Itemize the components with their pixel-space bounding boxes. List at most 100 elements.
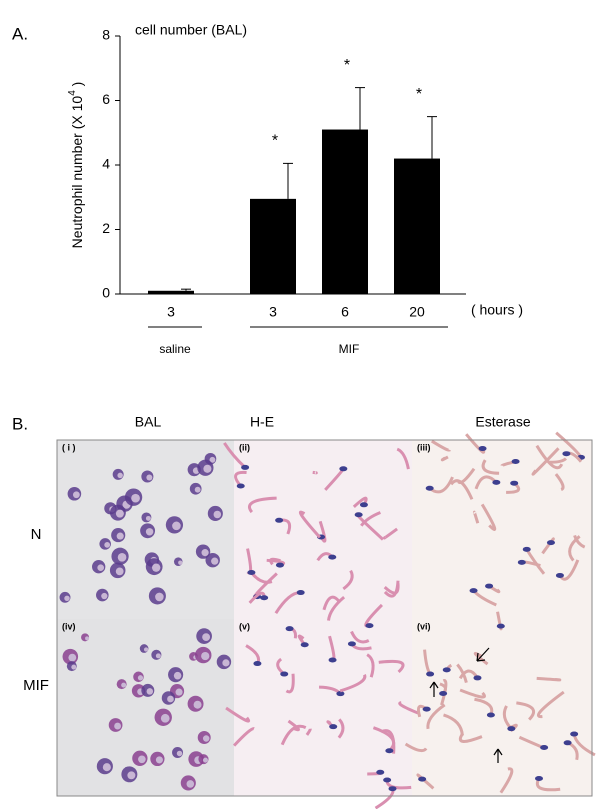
nucleus	[336, 691, 345, 697]
image-he-mif	[234, 619, 412, 796]
x-tick-label: 20	[409, 304, 425, 320]
nucleus	[285, 626, 294, 632]
cell-cytoplasm	[114, 722, 122, 730]
panel-number: (iv)	[62, 621, 76, 631]
nucleus	[562, 451, 571, 457]
cell-cytoplasm	[155, 653, 161, 659]
nucleus	[280, 671, 289, 677]
cell-cytoplasm	[213, 510, 222, 519]
image-esterase-n	[412, 440, 592, 619]
nucleus	[328, 554, 337, 560]
y-tick-label: 2	[102, 220, 110, 236]
nucleus	[418, 776, 427, 782]
cell-cytoplasm	[121, 682, 127, 688]
tissue-septum	[322, 595, 340, 611]
tissue-septum	[404, 742, 428, 753]
panel-number: ( i )	[62, 442, 76, 452]
nucleus	[388, 786, 397, 792]
cell-cytoplasm	[71, 664, 77, 670]
cell-cytoplasm	[146, 474, 153, 481]
bar	[250, 198, 296, 294]
cell-cytoplasm	[131, 493, 140, 503]
nucleus	[359, 502, 368, 508]
significance: *	[272, 133, 278, 150]
cell-cytoplasm	[160, 713, 170, 723]
x-tick-label: 3	[167, 304, 175, 320]
cell-cytoplasm	[127, 771, 136, 780]
x-tick-label: 6	[341, 304, 349, 320]
tissue-septum	[337, 718, 345, 739]
panel-number: (v)	[239, 621, 250, 631]
column-header: BAL	[135, 414, 162, 430]
nucleus	[570, 731, 579, 737]
nucleus	[253, 661, 262, 667]
nucleus	[275, 517, 284, 523]
cell-cytoplasm	[155, 756, 163, 764]
row-label: N	[31, 526, 42, 543]
cell-cytoplasm	[68, 653, 77, 662]
nucleus	[511, 459, 520, 465]
y-label-main: Neutrophil number (X 10	[69, 96, 85, 249]
column-header: H-E	[250, 414, 274, 430]
nucleus	[247, 570, 256, 576]
bar	[148, 290, 194, 294]
cell-cytoplasm	[209, 456, 216, 463]
nucleus	[347, 641, 356, 647]
y-label-sup: 4	[67, 90, 78, 96]
cell-cytoplasm	[211, 557, 219, 565]
tissue-septum	[378, 659, 405, 674]
panel-number: (iii)	[417, 442, 431, 452]
cell-cytoplasm	[186, 780, 195, 788]
arrows	[429, 647, 503, 763]
bar	[394, 158, 440, 294]
nucleus	[442, 667, 451, 673]
nucleus	[236, 483, 245, 489]
cell-cytoplasm	[85, 636, 90, 641]
tissue-septum	[382, 527, 398, 540]
cell-cytoplasm	[175, 688, 183, 696]
tissue-septum	[440, 679, 448, 706]
cell-cytoplasm	[178, 560, 183, 565]
nucleus	[376, 769, 385, 775]
cell-cytoplasm	[115, 567, 124, 576]
panel-number: (vi)	[417, 621, 431, 631]
tissue-septum	[232, 727, 255, 747]
nucleus	[546, 540, 555, 546]
y-tick-label: 6	[102, 91, 110, 107]
tissue-septum	[480, 503, 497, 531]
tissue-septum	[383, 582, 400, 595]
tissue-septum	[573, 534, 586, 549]
cell-cytoplasm	[117, 472, 123, 479]
tissue-septum	[481, 459, 500, 475]
tissue-septum	[535, 444, 564, 470]
nucleus	[510, 480, 519, 486]
cell-cytoplasm	[116, 532, 124, 540]
group-label: saline	[159, 342, 191, 356]
tissue-septum	[327, 595, 346, 621]
nucleus	[492, 479, 501, 485]
x-tick-label: 3	[269, 304, 277, 320]
tissue-septum	[269, 557, 281, 566]
cell-cytoplasm	[193, 700, 202, 709]
tissue-septum	[516, 701, 536, 721]
column-header: Esterase	[475, 414, 530, 430]
cell-cytoplasm	[72, 491, 80, 499]
tissue-septum	[342, 569, 354, 591]
nucleus	[339, 466, 348, 472]
cell-cytoplasm	[151, 563, 161, 572]
row-label: MIF	[23, 677, 49, 694]
tissue-septum	[440, 455, 449, 462]
cell-cytoplasm	[145, 515, 151, 521]
nucleus	[485, 583, 494, 589]
tissue-septum	[234, 470, 247, 487]
nucleus	[385, 748, 394, 754]
nucleus	[300, 642, 309, 648]
tissue-septum	[426, 703, 446, 730]
arrow	[476, 647, 490, 662]
tissue-septum	[457, 467, 476, 484]
bar	[322, 129, 368, 294]
cell-cytoplasm	[202, 735, 210, 742]
tissue-septum	[430, 439, 452, 452]
tissue-septum	[458, 732, 483, 743]
tissue-septum	[554, 473, 565, 492]
